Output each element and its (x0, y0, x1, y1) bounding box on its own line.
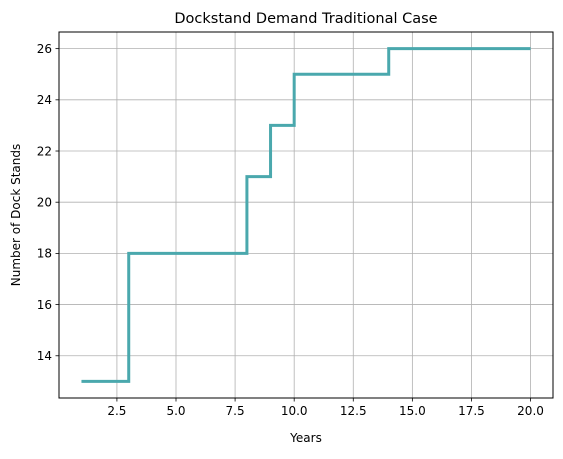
x-tick-label: 7.5 (226, 404, 245, 418)
x-tick-label: 15.0 (399, 404, 426, 418)
tick-layer: 2.5 5.0 7.5 10.0 12.5 15.0 17.5 20.0 14 16 18 20 22 2… (37, 42, 544, 418)
y-tick-label: 26 (37, 42, 52, 56)
y-axis-label: Number of Dock Stands (9, 144, 23, 287)
y-tick-label: 18 (37, 247, 52, 261)
x-tick-label: 2.5 (107, 404, 126, 418)
x-tick-label: 10.0 (281, 404, 308, 418)
y-tick-label: 24 (37, 93, 52, 107)
grid-lines (59, 32, 553, 398)
x-tick-label: 5.0 (166, 404, 185, 418)
x-tick-label: 12.5 (340, 404, 367, 418)
x-axis-label: Years (289, 431, 322, 445)
series-line-0 (81, 47, 531, 383)
chart-title: Dockstand Demand Traditional Case (174, 11, 437, 27)
series-layer (81, 47, 531, 383)
y-tick-label: 22 (37, 144, 52, 158)
x-tick-label: 20.0 (517, 404, 544, 418)
y-tick-label: 14 (37, 349, 52, 363)
y-tick-label: 20 (37, 196, 52, 210)
plot-frame (58, 31, 554, 399)
y-tick-label: 16 (37, 298, 52, 312)
x-tick-label: 17.5 (458, 404, 485, 418)
